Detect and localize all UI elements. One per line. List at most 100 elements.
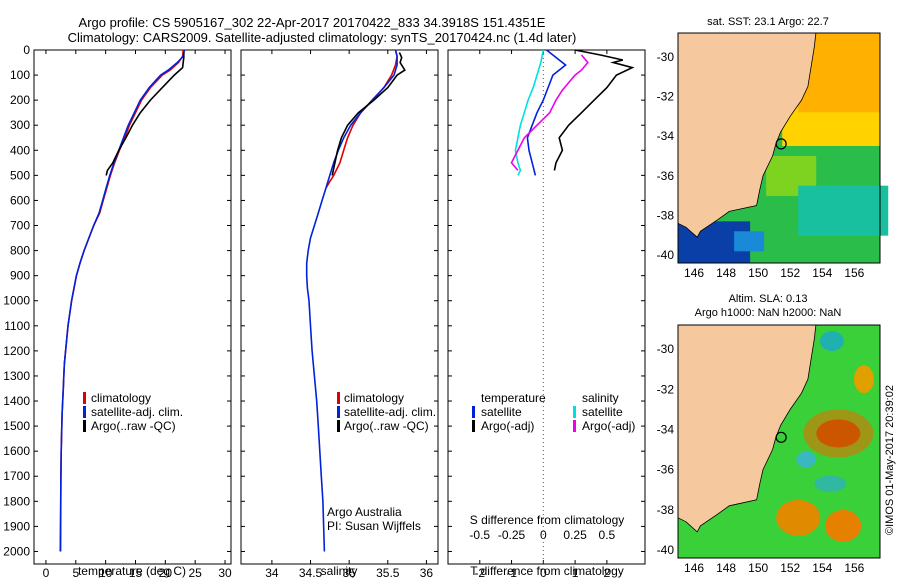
salinity-xlabel: salinity (321, 564, 358, 578)
x-tick-label: 154 (812, 561, 832, 575)
x-tick-label: 156 (844, 561, 864, 575)
legend-label-s-argo: Argo(-adj) (582, 419, 635, 433)
y-tick-label: -34 (657, 129, 675, 143)
y-tick-label: 400 (10, 143, 30, 157)
y-tick-label: -40 (657, 248, 675, 262)
x-tick-label: 150 (748, 266, 768, 280)
legend-label-satellite: satellite-adj. clim. (91, 405, 183, 419)
y-tick-label: 1800 (3, 494, 30, 508)
legend-label-satellite: satellite-adj. clim. (344, 405, 436, 419)
s-difference-xlabel: S difference from climatology (470, 513, 625, 527)
legend-swatch-t-argo (472, 420, 475, 432)
sst-map: 146 148 150 152 154 156 -30 -32 -34 -36 -38 -40 (657, 32, 889, 280)
sla-map-frame (677, 324, 881, 559)
series-line-climatology (59, 49, 184, 552)
s-tick-label: -0.5 (469, 528, 490, 542)
x-tick-label: 1 (572, 566, 579, 580)
credit-line2: PI: Susan Wijffels (327, 519, 421, 533)
legend-swatch-s-satellite (573, 406, 576, 418)
float-position-marker (775, 431, 787, 443)
difference-legend: temperature satellite Argo(-adj) salinit… (472, 391, 635, 433)
y-tick-label: -38 (657, 503, 675, 517)
sla-high-patch (853, 365, 874, 394)
y-tick-label: 1200 (3, 344, 30, 358)
legend-swatch-climatology (337, 392, 340, 404)
y-tick-label: 200 (10, 93, 30, 107)
y-tick-label: 300 (10, 118, 30, 132)
y-tick-label: -40 (657, 543, 675, 557)
temperature-panel-frame (33, 49, 232, 565)
t-difference-xlabel: T difference from climatology (470, 564, 624, 578)
legend-label-t-satellite: satellite (481, 405, 522, 419)
legend-label-climatology: climatology (344, 391, 404, 405)
legend-swatch-t-satellite (472, 406, 475, 418)
series-line-satellite-adj--clim- (305, 49, 398, 552)
figure-title-line2: Climatology: CARS2009. Satellite-adjuste… (68, 30, 577, 45)
salinity-plot: 34 34.5 35 35.5 36 (241, 49, 438, 580)
sst-map-title: sat. SST: 23.1 Argo: 22.7 (707, 16, 829, 28)
series-line-argo---raw--qc- (331, 52, 406, 176)
x-tick-label: 0 (540, 566, 547, 580)
x-tick-label: 36 (420, 566, 434, 580)
salinity-legend: climatology satellite-adj. clim. Argo(..… (337, 391, 436, 433)
legend-swatch-satellite (337, 406, 340, 418)
y-tick-label: 700 (10, 219, 30, 233)
x-tick-label: 25 (189, 566, 203, 580)
cool-water-patch (798, 185, 889, 236)
cold-water-patch (734, 231, 765, 252)
x-tick-label: 15 (129, 566, 143, 580)
y-tick-label: -32 (657, 382, 675, 396)
x-tick-label: -2 (474, 566, 485, 580)
sla-map: 146 148 150 152 154 156 -30 -32 -34 -36 -38 -40 (657, 324, 880, 575)
legend-swatch-climatology (83, 392, 86, 404)
y-tick-label: 1100 (4, 319, 30, 333)
difference-panel-frame (447, 49, 646, 565)
land-mass (677, 324, 817, 533)
legend-swatch-s-argo (573, 420, 576, 432)
sla-high-patch (825, 509, 862, 542)
series-line-argo--adj- (510, 54, 589, 171)
x-tick-label: 20 (159, 566, 173, 580)
y-tick-label: 600 (10, 193, 30, 207)
legend-label-climatology: climatology (91, 391, 151, 405)
x-tick-label: 0 (43, 566, 50, 580)
y-tick-label: 1600 (3, 444, 30, 458)
legend-label-argo: Argo(..raw -QC) (344, 419, 429, 433)
sla-high-patch (776, 499, 821, 536)
sla-map-subtitle: Argo h1000: NaN h2000: NaN (695, 307, 842, 319)
x-tick-label: 35 (342, 566, 356, 580)
y-tick-label: 100 (10, 68, 30, 82)
series-line-satellite-adj--clim- (59, 49, 186, 552)
x-tick-label: 34.5 (299, 566, 323, 580)
sla-low-patch (814, 475, 847, 492)
y-tick-label: 1400 (3, 394, 30, 408)
series-line-satellite (526, 49, 567, 176)
y-tick-label: -30 (657, 50, 675, 64)
series-line-satellite (514, 49, 545, 176)
y-tick-label: 1700 (3, 469, 30, 483)
y-tick-label: -38 (657, 208, 675, 222)
y-tick-label: 2000 (3, 544, 30, 558)
legend-label-t-argo: Argo(-adj) (481, 419, 534, 433)
legend-label-s-satellite: satellite (582, 405, 623, 419)
float-position-marker (775, 138, 787, 150)
y-tick-label: -34 (657, 422, 675, 436)
series-line-climatology (325, 49, 398, 189)
y-tick-label: 500 (10, 168, 30, 182)
y-tick-label: 1500 (3, 419, 30, 433)
x-tick-label: 154 (812, 266, 832, 280)
legend-label-argo: Argo(..raw -QC) (91, 419, 176, 433)
sst-map-frame (677, 32, 881, 264)
legend-title-salinity: salinity (582, 391, 619, 405)
legend-title-temperature: temperature (481, 391, 546, 405)
x-tick-label: 150 (748, 561, 768, 575)
legend-swatch-argo (83, 420, 86, 432)
s-tick-label: 0.25 (563, 528, 587, 542)
y-tick-label: -36 (657, 169, 675, 183)
x-tick-label: 146 (684, 561, 704, 575)
temperature-legend: climatology satellite-adj. clim. Argo(..… (83, 391, 183, 433)
x-tick-label: -1 (506, 566, 517, 580)
x-tick-label: 2 (604, 566, 611, 580)
salinity-panel-frame (240, 49, 439, 565)
